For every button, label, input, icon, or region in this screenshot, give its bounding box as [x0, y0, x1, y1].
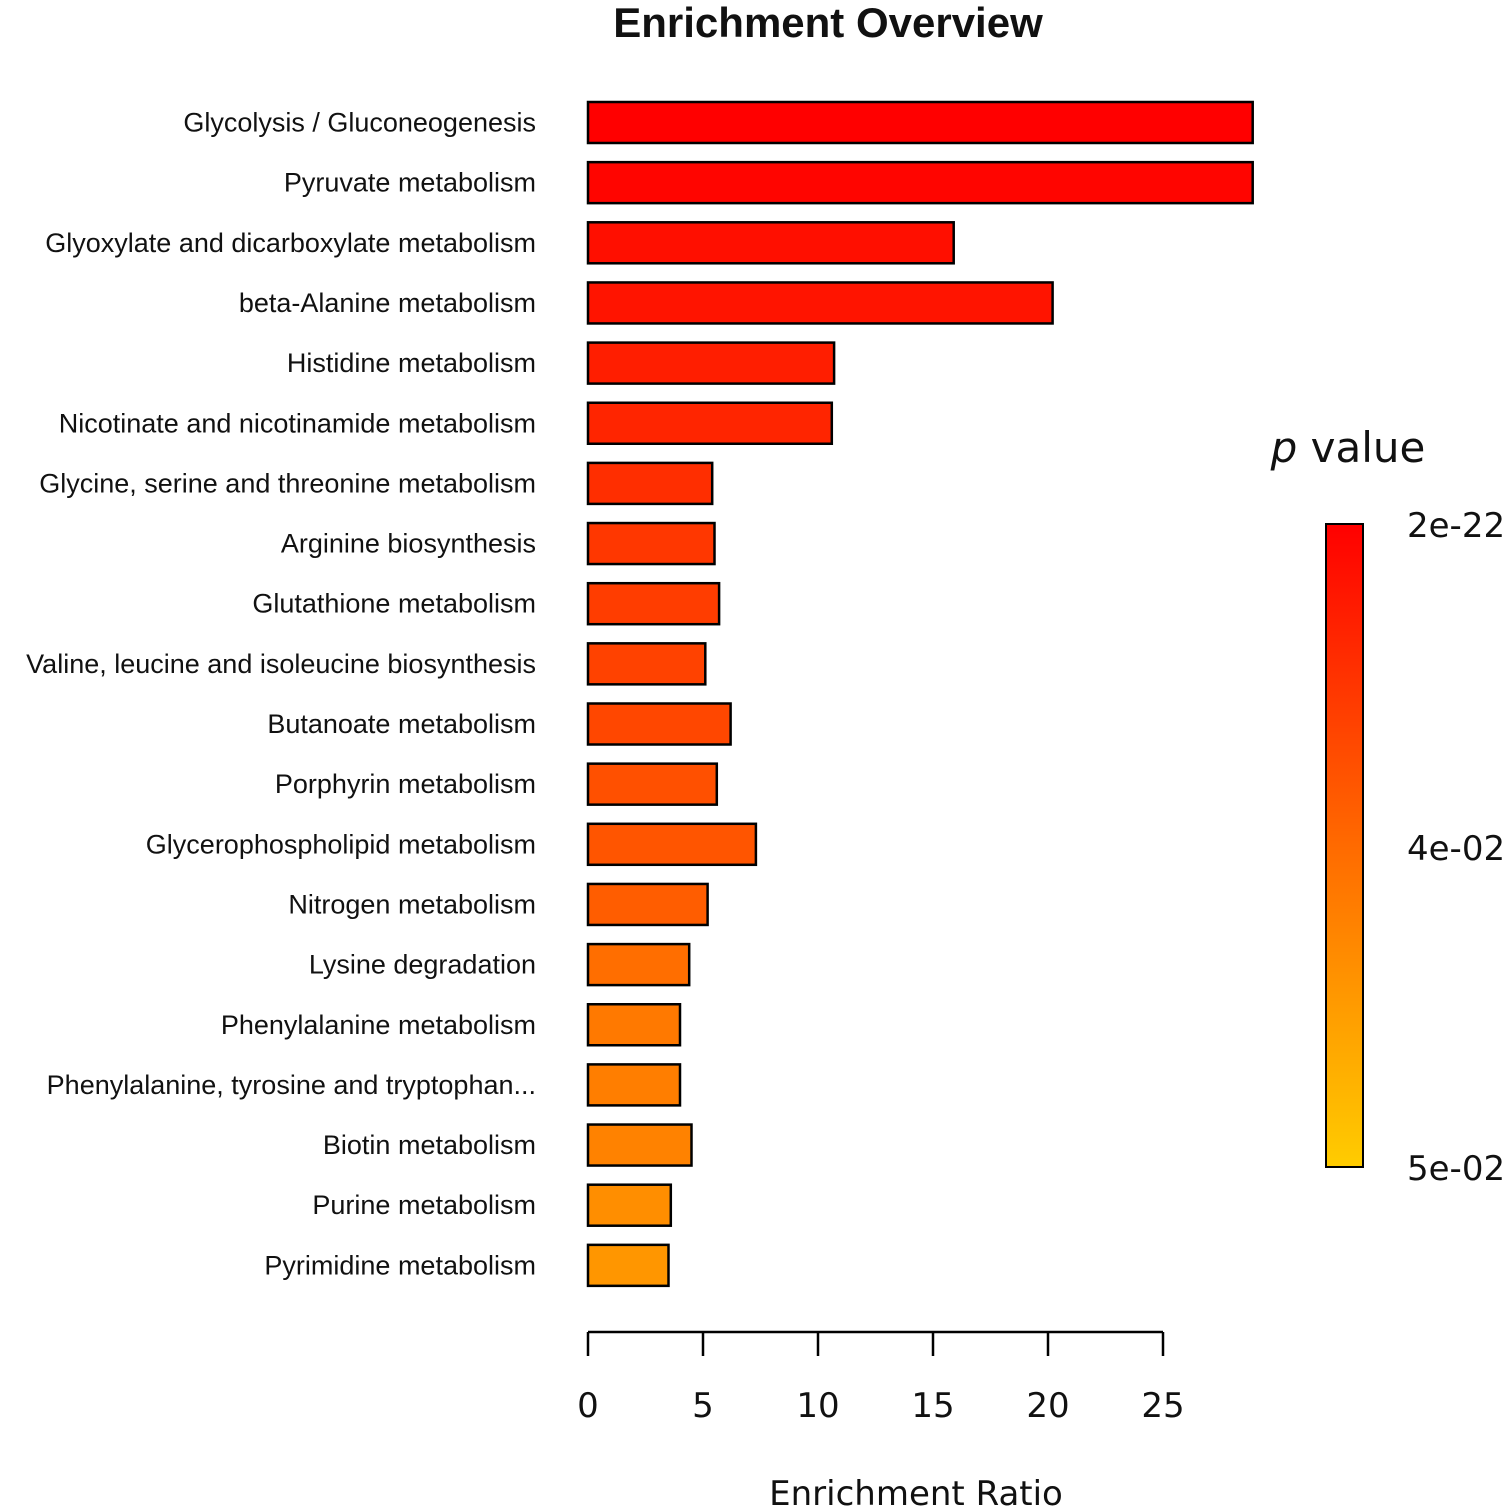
bar	[586, 281, 1054, 325]
bar	[586, 1003, 682, 1047]
legend-color-scale	[1325, 523, 1364, 1168]
category-label: Lysine degradation	[309, 950, 536, 980]
bar	[586, 642, 707, 686]
category-label: Phenylalanine metabolism	[221, 1010, 536, 1040]
category-label: Phenylalanine, tyrosine and tryptophan..…	[47, 1070, 536, 1100]
category-label: Porphyrin metabolism	[275, 769, 536, 799]
bar	[586, 822, 758, 867]
x-tick-label: 25	[1141, 1386, 1184, 1426]
category-label: Glycolysis / Gluconeogenesis	[183, 108, 536, 138]
bar	[586, 702, 732, 746]
bar	[586, 221, 955, 265]
bar	[586, 1243, 670, 1288]
category-label: Histidine metabolism	[287, 348, 536, 378]
bar	[586, 160, 1254, 205]
bar	[586, 942, 691, 987]
bar	[586, 521, 716, 566]
bar	[586, 1123, 693, 1167]
x-tick-label: 5	[692, 1386, 714, 1426]
x-tick-label: 0	[577, 1386, 599, 1426]
x-axis-label: Enrichment Ratio	[769, 1474, 1063, 1510]
bar	[586, 401, 834, 445]
category-labels: Glycolysis / Gluconeogenesis Pyruvate met…	[26, 108, 536, 1281]
category-label: Glycerophospholipid metabolism	[146, 829, 536, 859]
category-label: beta-Alanine metabolism	[239, 288, 536, 318]
category-label: Pyrimidine metabolism	[264, 1250, 536, 1280]
legend-title-rest: value	[1297, 423, 1425, 472]
bar	[586, 100, 1254, 145]
bar	[586, 461, 714, 506]
bar	[586, 1183, 673, 1227]
category-label: Nicotinate and nicotinamide metabolism	[59, 408, 536, 438]
bar	[586, 882, 709, 927]
bars-group	[586, 100, 1254, 1288]
x-tick-label: 15	[911, 1386, 954, 1426]
x-tick-label: 10	[796, 1386, 839, 1426]
category-label: Butanoate metabolism	[267, 709, 536, 739]
category-label: Glutathione metabolism	[252, 589, 536, 619]
p-value-legend: p value 2e-22 4e-02 5e-02	[1270, 423, 1505, 1189]
legend-label-mid: 4e-02	[1407, 829, 1505, 869]
x-tick-label: 20	[1026, 1386, 1069, 1426]
category-label: Valine, leucine and isoleucine biosynthe…	[26, 649, 536, 679]
category-label: Nitrogen metabolism	[288, 889, 536, 919]
bar	[586, 581, 721, 626]
chart-title: Enrichment Overview	[613, 0, 1043, 46]
legend-title: p value	[1270, 423, 1426, 472]
category-label: Biotin metabolism	[323, 1130, 536, 1160]
x-axis: 0 5 10 15 20 25	[577, 1330, 1185, 1426]
bar	[586, 341, 836, 385]
category-label: Pyruvate metabolism	[284, 168, 536, 198]
category-label: Glyoxylate and dicarboxylate metabolism	[45, 228, 536, 258]
bar	[586, 762, 719, 806]
category-label: Glycine, serine and threonine metabolism	[39, 468, 536, 498]
legend-label-top: 2e-22	[1407, 506, 1505, 546]
legend-title-italic: p	[1270, 423, 1298, 472]
category-label: Arginine biosynthesis	[281, 529, 536, 559]
bar	[586, 1063, 682, 1107]
category-label: Purine metabolism	[312, 1190, 536, 1220]
legend-label-bottom: 5e-02	[1407, 1149, 1505, 1189]
